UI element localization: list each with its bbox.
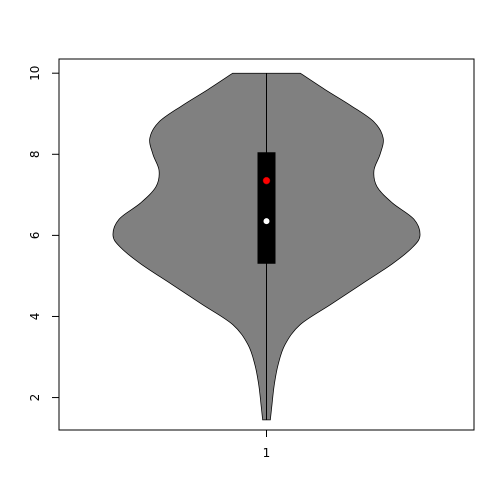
iqr-box <box>257 152 276 264</box>
median-point <box>263 218 270 225</box>
chart-marks <box>112 72 421 421</box>
y-tick-label: 2 <box>28 394 42 402</box>
y-tick-label: 6 <box>28 232 42 240</box>
mean-point <box>262 176 271 185</box>
y-tick-label: 10 <box>28 66 42 81</box>
y-tick-label: 8 <box>28 150 42 158</box>
x-tick-label: 1 <box>263 446 271 460</box>
chart-axes: 2 4 6 8 10 1 <box>28 66 270 460</box>
y-tick-label: 4 <box>28 313 42 321</box>
